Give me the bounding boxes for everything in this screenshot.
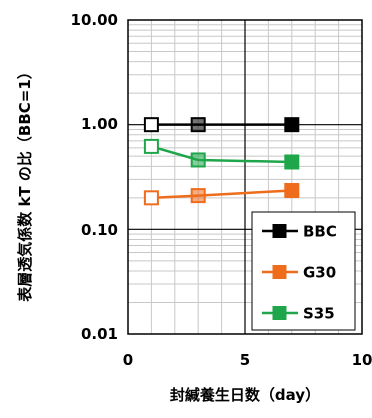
- y-tick-label: 0.10: [81, 221, 118, 239]
- data-point-s35: [190, 152, 206, 168]
- plot-frame: [127, 19, 363, 335]
- y-axis-title: 表層透気係数 kT の比（BBC=1）: [16, 64, 34, 302]
- legend-marker-s35: [272, 306, 287, 320]
- x-tick-label: 5: [240, 351, 250, 369]
- data-point-g30: [143, 190, 159, 206]
- series-layer: [143, 117, 300, 206]
- y-tick-label: 0.01: [81, 325, 118, 343]
- legend-label-g30: G30: [303, 264, 336, 282]
- legend-label-s35: S35: [303, 305, 335, 323]
- x-tick-label: 10: [352, 351, 372, 369]
- legend-label-bbc: BBC: [303, 223, 337, 241]
- data-point-s35: [143, 138, 159, 154]
- legend: BBC G30 S35: [251, 211, 356, 331]
- legend-marker-g30: [272, 265, 287, 279]
- data-point-s35: [284, 154, 300, 170]
- data-point-bbc: [284, 117, 300, 133]
- data-point-g30: [190, 188, 206, 204]
- y-tick-label: 10.00: [71, 11, 118, 29]
- y-tick-label: 1.00: [81, 115, 118, 133]
- data-point-g30: [284, 182, 300, 198]
- legend-marker-bbc: [272, 224, 287, 238]
- x-axis-title: 封緘養生日数（day）: [170, 386, 320, 404]
- data-point-bbc: [143, 117, 159, 133]
- y-axis-ticks: 10.00 1.00 0.10 0.01: [71, 11, 118, 343]
- x-axis-ticks: 0 5 10: [123, 351, 372, 369]
- x-tick-label: 0: [123, 351, 133, 369]
- data-point-bbc: [190, 117, 206, 133]
- legend-items: BBC G30 S35: [262, 223, 337, 323]
